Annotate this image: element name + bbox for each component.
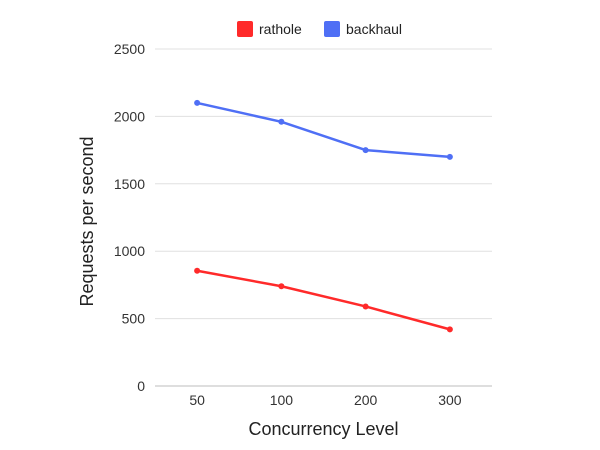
data-point (194, 99, 201, 106)
y-axis-title: Requests per second (77, 136, 97, 306)
legend-item-rathole: rathole (237, 21, 302, 37)
gridlines (155, 48, 492, 387)
series-line (196, 101, 450, 159)
series-rathole (194, 267, 453, 333)
x-tick-label: 50 (189, 392, 205, 408)
x-tick-label: 300 (438, 392, 462, 408)
x-axis-ticks: 50 100 200 300 (189, 392, 461, 408)
y-tick-label: 0 (137, 378, 145, 394)
legend-swatch (237, 21, 253, 37)
data-point (362, 147, 369, 154)
legend-label: rathole (259, 21, 302, 37)
x-tick-label: 200 (354, 392, 378, 408)
legend-swatch (324, 21, 340, 37)
series-backhaul (194, 99, 453, 160)
x-tick-label: 100 (270, 392, 294, 408)
data-point (194, 267, 201, 274)
data-point (446, 153, 453, 160)
series-lines (194, 99, 453, 333)
series-line (196, 269, 451, 331)
y-tick-label: 2000 (114, 108, 145, 124)
data-point (278, 118, 285, 125)
y-axis-ticks: 0 500 1000 1500 2000 2500 (114, 41, 145, 394)
data-point (278, 283, 285, 290)
legend-label: backhaul (346, 21, 402, 37)
y-tick-label: 500 (122, 311, 146, 327)
x-axis-title: Concurrency Level (248, 419, 398, 439)
legend: rathole backhaul (237, 21, 402, 37)
y-tick-label: 2500 (114, 41, 145, 57)
data-point (362, 303, 369, 310)
data-point (446, 326, 453, 333)
legend-item-backhaul: backhaul (324, 21, 402, 37)
y-tick-label: 1000 (114, 243, 145, 259)
y-tick-label: 1500 (114, 176, 145, 192)
